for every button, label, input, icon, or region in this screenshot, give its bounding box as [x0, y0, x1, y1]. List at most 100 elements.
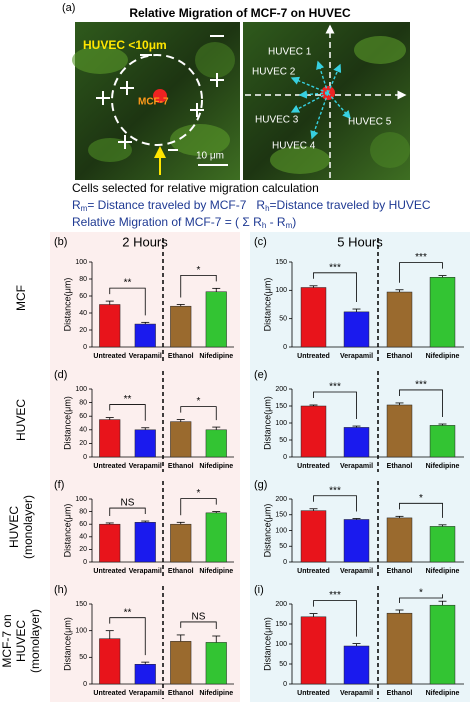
- row-label: HUVEC: [14, 399, 28, 441]
- error-bar: [141, 321, 150, 325]
- y-tick-label: 50: [279, 543, 287, 550]
- error-bar: [352, 643, 361, 646]
- significance-label: *: [197, 265, 201, 276]
- x-tick-label: Verapamil: [129, 568, 162, 575]
- x-tick-label: Nifedipine: [426, 353, 460, 360]
- y-axis-label: Distance(μm): [62, 504, 72, 558]
- subscript: m: [286, 221, 293, 230]
- formula: Relative Migration of MCF-7 = ( Σ Rh - R…: [72, 215, 296, 230]
- error-bar: [105, 300, 114, 305]
- significance-label: ***: [329, 590, 341, 601]
- y-tick-label: 0: [283, 454, 287, 461]
- bar: [429, 526, 456, 563]
- significance-bracket: [313, 495, 357, 512]
- y-tick-label: 100: [275, 527, 287, 534]
- significance-label: *: [197, 396, 201, 407]
- y-tick-label: 100: [75, 386, 87, 393]
- y-tick-label: 0: [83, 559, 87, 566]
- significance-label: NS: [121, 498, 135, 509]
- significance-bracket: [109, 617, 146, 656]
- bar: [134, 323, 156, 348]
- bar: [170, 305, 192, 348]
- y-tick-label: 0: [83, 454, 87, 461]
- bar: [99, 638, 121, 685]
- row-label: (monolayer): [21, 495, 35, 559]
- error-bar: [352, 518, 361, 520]
- error-bar: [395, 609, 404, 614]
- x-tick-label: Verapamil: [129, 463, 162, 470]
- x-tick-label: Verapamil: [340, 353, 373, 360]
- bar: [170, 641, 192, 685]
- y-tick-label: 0: [283, 344, 287, 351]
- y-axis-label: Distance(μm): [62, 617, 72, 671]
- row-label: MCF: [14, 285, 28, 311]
- x-tick-label: Ethanol: [387, 568, 413, 575]
- error-bar: [309, 613, 318, 617]
- y-axis-label: Distance(μm): [262, 396, 272, 450]
- figure-title: Relative Migration of MCF-7 on HUVEC: [129, 6, 351, 20]
- bar: [99, 304, 121, 348]
- x-tick-label: Untreated: [297, 690, 330, 697]
- bar: [205, 642, 227, 685]
- panel-label: (b): [54, 236, 67, 248]
- x-tick-label: Ethanol: [168, 568, 194, 575]
- significance-bracket: [313, 391, 357, 420]
- x-tick-label: Ethanol: [387, 690, 413, 697]
- x-tick-label: Nifedipine: [426, 690, 460, 697]
- x-tick-label: Untreated: [93, 690, 126, 697]
- error-bar: [141, 520, 150, 523]
- y-tick-label: 20: [79, 440, 87, 447]
- significance-label: **: [124, 278, 132, 289]
- significance-bracket: [180, 406, 217, 421]
- bar: [343, 311, 370, 348]
- significance-label: *: [419, 588, 423, 599]
- significance-label: **: [124, 394, 132, 405]
- y-tick-label: 80: [79, 276, 87, 283]
- significance-label: *: [419, 493, 423, 504]
- significance-label: ***: [329, 485, 341, 496]
- error-bar: [176, 419, 185, 422]
- bar: [429, 604, 456, 685]
- significance-bracket: [180, 274, 217, 298]
- panel-label: (h): [54, 584, 67, 596]
- y-tick-label: 40: [79, 534, 87, 541]
- y-tick-label: 100: [75, 259, 87, 266]
- error-bar: [176, 521, 185, 525]
- y-tick-label: 200: [275, 386, 287, 393]
- significance-label: ***: [415, 380, 427, 391]
- y-tick-label: 0: [283, 559, 287, 566]
- error-bar: [212, 511, 221, 513]
- error-bar: [438, 275, 447, 278]
- subscript: h: [262, 221, 266, 230]
- y-tick-label: 200: [275, 601, 287, 608]
- row-label: HUVEC: [14, 620, 28, 662]
- x-tick-label: Untreated: [297, 568, 330, 575]
- micrograph-left: [72, 22, 240, 180]
- symbol: R: [256, 198, 265, 212]
- y-tick-label: 50: [279, 316, 287, 323]
- bar: [386, 612, 413, 685]
- y-tick-label: 100: [75, 628, 87, 635]
- panel-label: (e): [254, 369, 267, 381]
- error-bar: [141, 427, 150, 430]
- x-tick-label: Untreated: [297, 353, 330, 360]
- significance-label: NS: [192, 612, 206, 623]
- bar: [300, 405, 327, 458]
- bar: [300, 616, 327, 685]
- error-bar: [352, 425, 361, 428]
- bar: [343, 427, 370, 458]
- bar: [134, 429, 156, 458]
- significance-bracket: [180, 621, 217, 629]
- bar: [429, 425, 456, 458]
- y-tick-label: 150: [275, 512, 287, 519]
- bar: [134, 522, 156, 563]
- y-tick-label: 0: [283, 681, 287, 688]
- error-bar: [438, 524, 447, 527]
- bar: [134, 664, 156, 685]
- x-tick-label: Ethanol: [168, 690, 194, 697]
- y-tick-label: 0: [83, 344, 87, 351]
- y-tick-label: 60: [79, 293, 87, 300]
- x-tick-label: Nifedipine: [199, 353, 233, 360]
- y-tick-label: 80: [79, 508, 87, 515]
- x-tick-label: Untreated: [297, 463, 330, 470]
